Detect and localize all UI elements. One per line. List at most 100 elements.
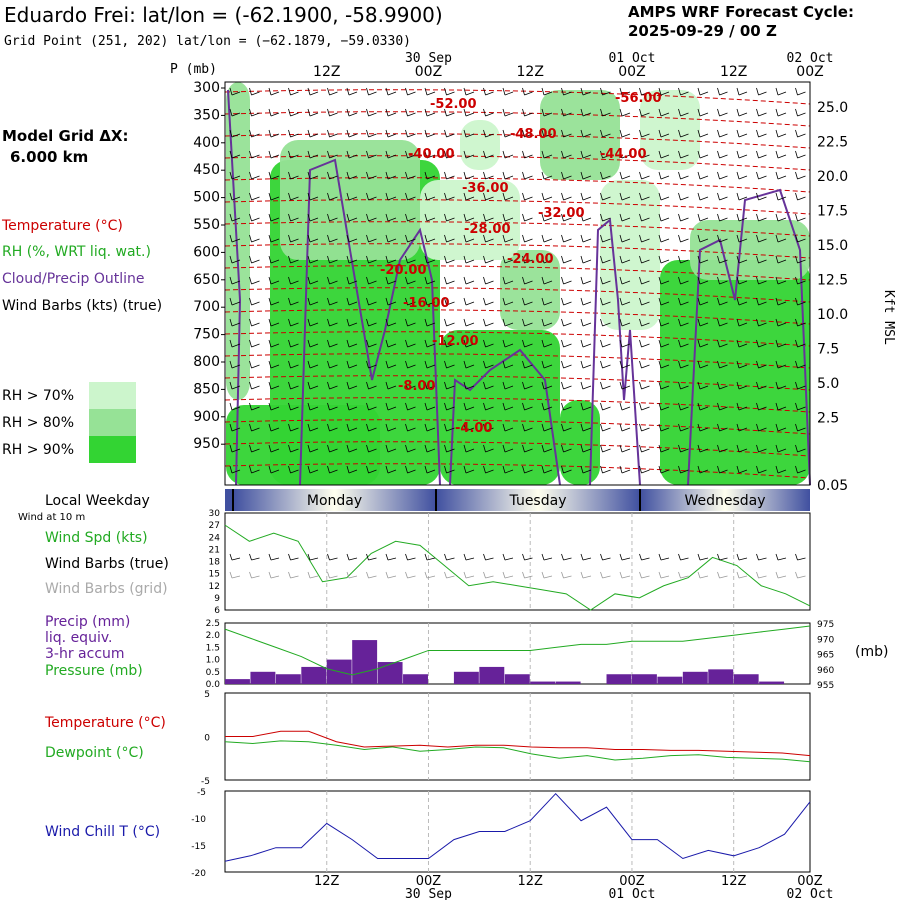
wind-barb-true [658, 553, 670, 561]
wind-barb [483, 108, 494, 117]
y-left-tick: 350 [193, 107, 220, 123]
panel-frame [224, 790, 811, 873]
wind-barb-grid [502, 571, 514, 579]
wind-barb [405, 192, 416, 201]
wind-barb [658, 360, 670, 369]
bottom-time-tick: 00Z [416, 874, 442, 889]
wind-barb [424, 444, 436, 453]
wind-barb [717, 171, 728, 180]
wind-barb [502, 297, 514, 306]
wind-barb [249, 360, 260, 369]
isotherm-label: -36.00 [462, 181, 509, 196]
wind-barb [385, 297, 397, 306]
wind-barb [463, 171, 475, 180]
wind-barb [249, 150, 260, 159]
wind-barb [580, 276, 592, 285]
wind-barb [639, 423, 650, 432]
wind-barb [658, 171, 670, 180]
bottom-time-tick: 00Z [619, 874, 645, 889]
wind-barb [697, 192, 709, 201]
wind-barb [736, 87, 748, 96]
top-date-label: 02 Oct [787, 51, 834, 66]
wind-barb [697, 276, 709, 285]
wind-barb [307, 213, 319, 222]
wind-barb [229, 150, 241, 159]
wind-barb [678, 402, 689, 411]
isotherm-label: -24.00 [507, 252, 554, 267]
wind-barb-true [385, 553, 397, 561]
wind-barb [385, 465, 397, 474]
wind-barb [385, 108, 397, 117]
wind-barb [658, 150, 670, 159]
wind-barb-grid [561, 571, 572, 579]
panel-frame [224, 692, 811, 781]
wind-barb [795, 360, 806, 369]
top-date-label: 30 Sep [405, 51, 452, 66]
wind-barb [424, 381, 436, 390]
y-left-tick: 400 [193, 135, 220, 151]
wind-barb [619, 318, 631, 327]
wind-barb [697, 360, 709, 369]
wind-barb [658, 108, 670, 117]
wind-barb [580, 402, 592, 411]
wind-barb [697, 171, 709, 180]
wind-barb [678, 87, 689, 96]
wind-barb [346, 171, 358, 180]
wind-barb-true [697, 553, 709, 561]
wind-barb [639, 87, 650, 96]
wind-y-tick: 24 [209, 533, 221, 543]
wind-barb [405, 444, 416, 453]
wind-barb [307, 318, 319, 327]
wind-barb [229, 87, 241, 96]
wind-barb [541, 150, 553, 159]
bottom-time-tick: 12Z [517, 874, 543, 889]
weekday-label: Monday [307, 493, 362, 509]
wind-barb [756, 297, 767, 306]
wind-barb [385, 339, 397, 348]
wind-barb [775, 318, 787, 327]
wind-barb [658, 444, 670, 453]
wind-barb [756, 381, 767, 390]
wind-barb [795, 339, 806, 348]
y-left-tick: 850 [193, 381, 220, 397]
legend-wind-barbs: Wind Barbs (kts) (true) [2, 298, 162, 314]
wind-barb [502, 318, 514, 327]
wind-barb [366, 276, 377, 285]
wind-barb [600, 318, 611, 327]
wind-barb [444, 213, 455, 222]
wind-barb [717, 234, 728, 243]
wind-barb [424, 192, 436, 201]
wind-barb [346, 318, 358, 327]
wind-barb [327, 276, 338, 285]
wind-barb [463, 339, 475, 348]
label-wind-chill: Wind Chill T (°C) [45, 824, 160, 840]
wind-barb [580, 255, 592, 264]
wind-barb [795, 171, 806, 180]
y-right-tick: 15.0 [817, 238, 848, 254]
wind-barb [502, 192, 514, 201]
pressure-y-tick: 970 [817, 635, 834, 645]
wind-barb-true [502, 553, 514, 561]
wind-barb [561, 297, 572, 306]
wind-barb [463, 213, 475, 222]
wind-barb [385, 423, 397, 432]
wind-barb [541, 318, 553, 327]
wind-speed-line [224, 524, 811, 611]
wind-barb [463, 465, 475, 474]
wind-barb-true [522, 553, 533, 561]
wind-chill-panel: -5 -10 -15 -20 [191, 788, 811, 879]
precip-bar [530, 681, 556, 684]
isotherm-label: -32.00 [538, 206, 585, 221]
wind-barb [405, 255, 416, 264]
wind-barb [327, 360, 338, 369]
wind-barb [346, 297, 358, 306]
wind-barb [736, 276, 748, 285]
wind-barb [483, 276, 494, 285]
wind-barb [522, 318, 533, 327]
wind-barb [717, 213, 728, 222]
wind-barb [561, 465, 572, 474]
wind-barb [249, 234, 260, 243]
wind-barb-grid [580, 571, 592, 579]
wind-barb [405, 87, 416, 96]
wind-barb [658, 213, 670, 222]
